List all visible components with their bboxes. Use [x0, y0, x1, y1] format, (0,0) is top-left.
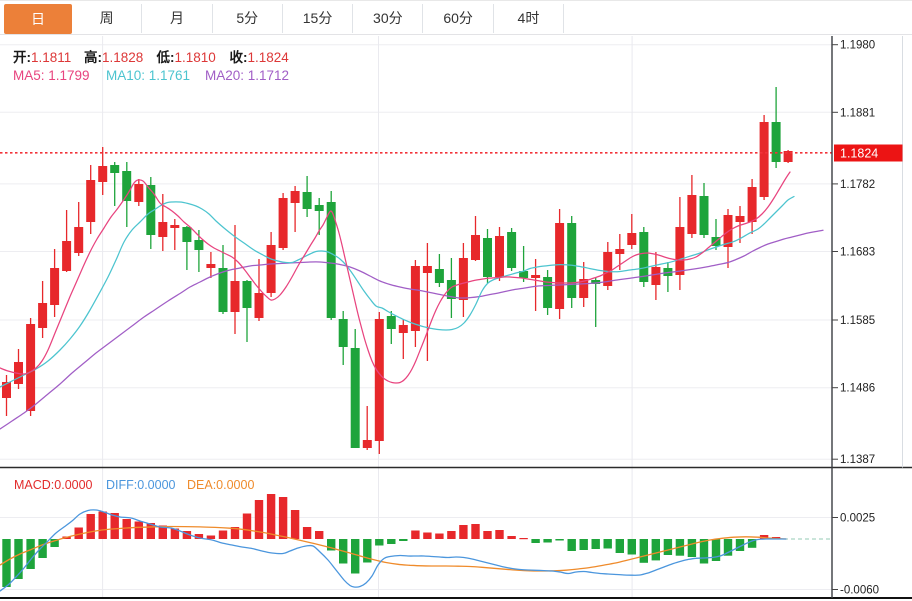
svg-text:1.1683: 1.1683: [840, 247, 875, 259]
svg-text:1.1881: 1.1881: [840, 107, 875, 119]
svg-text:1.1782: 1.1782: [840, 179, 875, 191]
svg-text:1.1585: 1.1585: [840, 315, 875, 327]
svg-text:-0.0060: -0.0060: [840, 585, 879, 597]
svg-text:1.1824: 1.1824: [840, 147, 878, 161]
svg-text:1.1980: 1.1980: [840, 40, 875, 52]
svg-text:1.1486: 1.1486: [840, 383, 875, 395]
svg-text:1.1387: 1.1387: [840, 454, 875, 466]
svg-text:0.0025: 0.0025: [840, 513, 875, 525]
